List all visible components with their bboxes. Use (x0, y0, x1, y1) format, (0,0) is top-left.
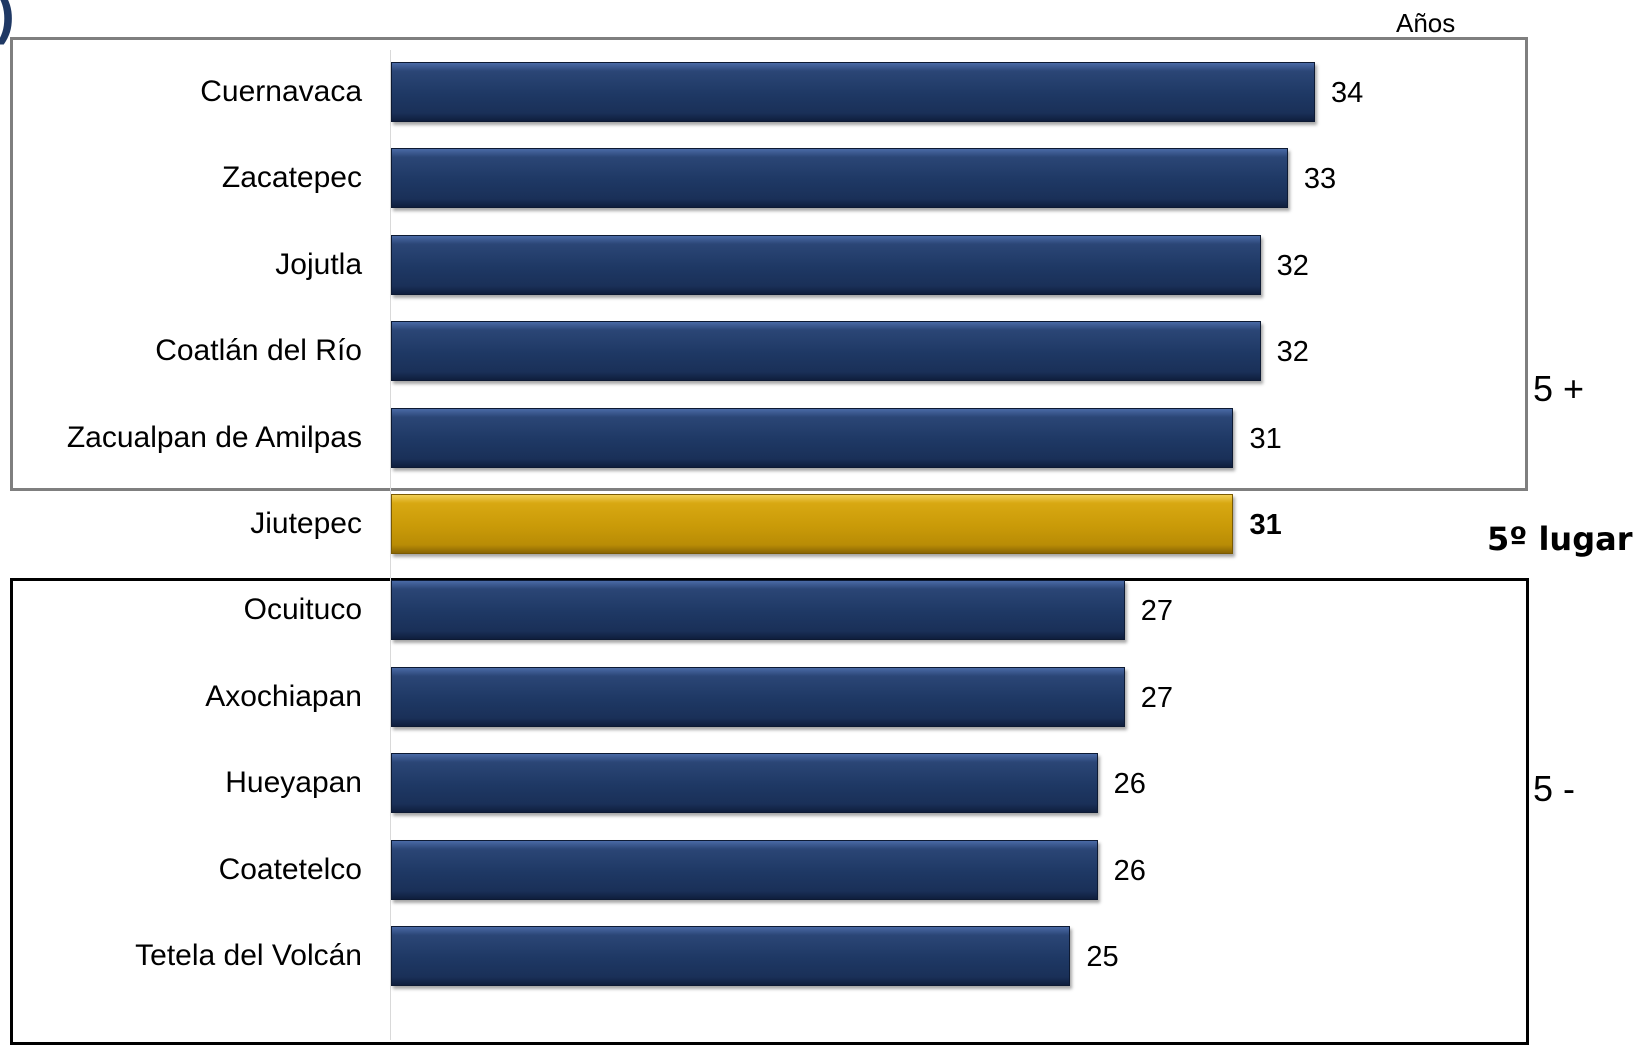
bar (391, 321, 1261, 382)
category-label: Axochiapan (205, 679, 362, 713)
bar-highlight (391, 494, 1234, 554)
category-label: Ocuituco (243, 593, 362, 627)
bar (391, 62, 1315, 122)
category-label: Zacatepec (221, 161, 362, 195)
value-label: 32 (1276, 336, 1309, 369)
group-label-bottom: 5 - (1533, 768, 1576, 809)
category-label: Jiutepec (250, 507, 362, 540)
value-label: 32 (1276, 249, 1309, 282)
value-label: 25 (1086, 941, 1119, 973)
group-box-bottom (10, 578, 1529, 1045)
category-axis-line (390, 50, 391, 1040)
bar (391, 148, 1288, 209)
bar (391, 666, 1125, 727)
group-label-top: 5 + (1533, 368, 1585, 409)
bar (391, 839, 1098, 900)
bar (391, 926, 1071, 986)
value-label: 27 (1140, 595, 1174, 628)
bar (391, 407, 1234, 468)
value-label: 34 (1331, 77, 1364, 109)
category-label: Jojutla (275, 247, 362, 281)
category-label: Hueyapan (225, 766, 362, 800)
unit-label: Años (1396, 8, 1456, 38)
value-label: 31 (1249, 422, 1282, 455)
category-label: Tetela del Volcán (135, 939, 362, 972)
bar (391, 753, 1098, 814)
category-label: Coatlán del Río (155, 334, 362, 368)
group-box-top (10, 37, 1528, 491)
category-label: Zacualpan de Amilpas (66, 420, 362, 454)
bar (391, 580, 1125, 641)
category-label: Cuernavaca (200, 75, 362, 108)
category-label: Coatetelco (218, 852, 362, 886)
value-label: 26 (1113, 854, 1146, 887)
value-label: 27 (1140, 681, 1174, 714)
value-label: 31 (1249, 509, 1282, 541)
decorative-parenthesis: ) (0, 0, 15, 42)
bar (391, 234, 1261, 295)
highlight-rank-label: 5º lugar (1487, 520, 1633, 558)
value-label: 33 (1303, 163, 1337, 196)
value-label: 26 (1113, 768, 1146, 801)
